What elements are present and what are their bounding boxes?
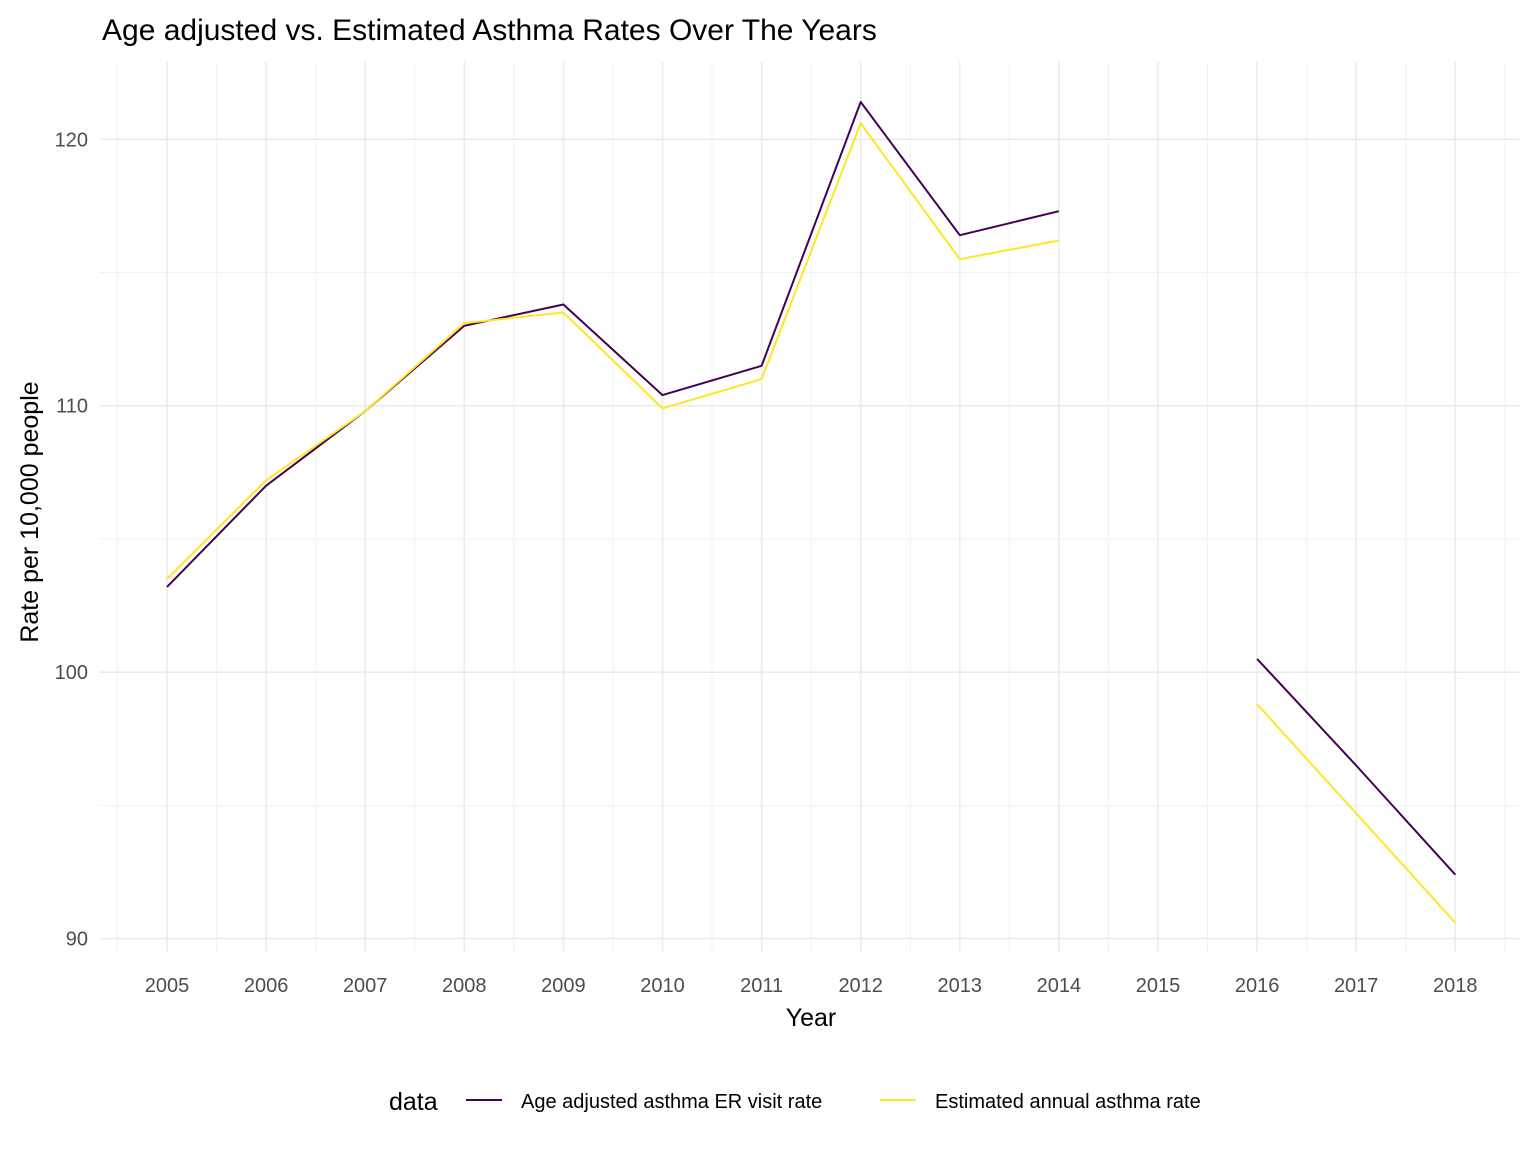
major-gridlines: [100, 62, 1521, 952]
x-tick-label: 2015: [1136, 975, 1181, 997]
series-line-1: [1256, 658, 1457, 876]
y-tick-label: 110: [56, 396, 88, 418]
minor-gridlines: [100, 62, 1521, 952]
x-tick-label: 2007: [343, 975, 388, 997]
x-tick-label: 2017: [1334, 975, 1379, 997]
x-tick-label: 2005: [145, 975, 190, 997]
y-tick-label: 120: [55, 129, 88, 151]
x-tick-label: 2016: [1235, 975, 1280, 997]
x-axis-title: Year: [786, 1004, 837, 1032]
legend-label-1: Age adjusted asthma ER visit rate: [521, 1091, 822, 1113]
x-tick-label: 2018: [1433, 975, 1478, 997]
legend: data Age adjusted asthma ER visit rate Es…: [389, 1088, 1201, 1116]
x-tick-label: 2014: [1037, 975, 1082, 997]
chart-title: Age adjusted vs. Estimated Asthma Rates …: [102, 14, 877, 47]
series-lines: [166, 101, 1457, 924]
x-tick-label: 2012: [838, 975, 883, 997]
series-line-2: [1256, 703, 1457, 924]
x-tick-label: 2011: [740, 975, 783, 997]
x-tick-label: 2010: [640, 975, 685, 997]
legend-title: data: [389, 1088, 438, 1116]
legend-items: Age adjusted asthma ER visit rate Estimat…: [466, 1091, 1201, 1113]
series-line-2: [166, 122, 1060, 580]
series-line-1: [166, 101, 1060, 588]
x-tick-label: 2006: [244, 975, 289, 997]
y-tick-label: 90: [66, 929, 88, 951]
x-tick-label: 2008: [442, 975, 487, 997]
y-axis-title: Rate per 10,000 people: [16, 381, 44, 642]
x-tick-label: 2009: [541, 975, 586, 997]
legend-label-2: Estimated annual asthma rate: [935, 1091, 1201, 1113]
y-tick-label: 100: [55, 662, 88, 684]
y-axis-tick-labels: 90 100 110 120: [55, 129, 88, 950]
x-tick-label: 2013: [938, 975, 983, 997]
x-axis-tick-labels: 2005 2006 2007 2008 2009 2010 2011 2012 2013 2014…: [145, 975, 1478, 997]
